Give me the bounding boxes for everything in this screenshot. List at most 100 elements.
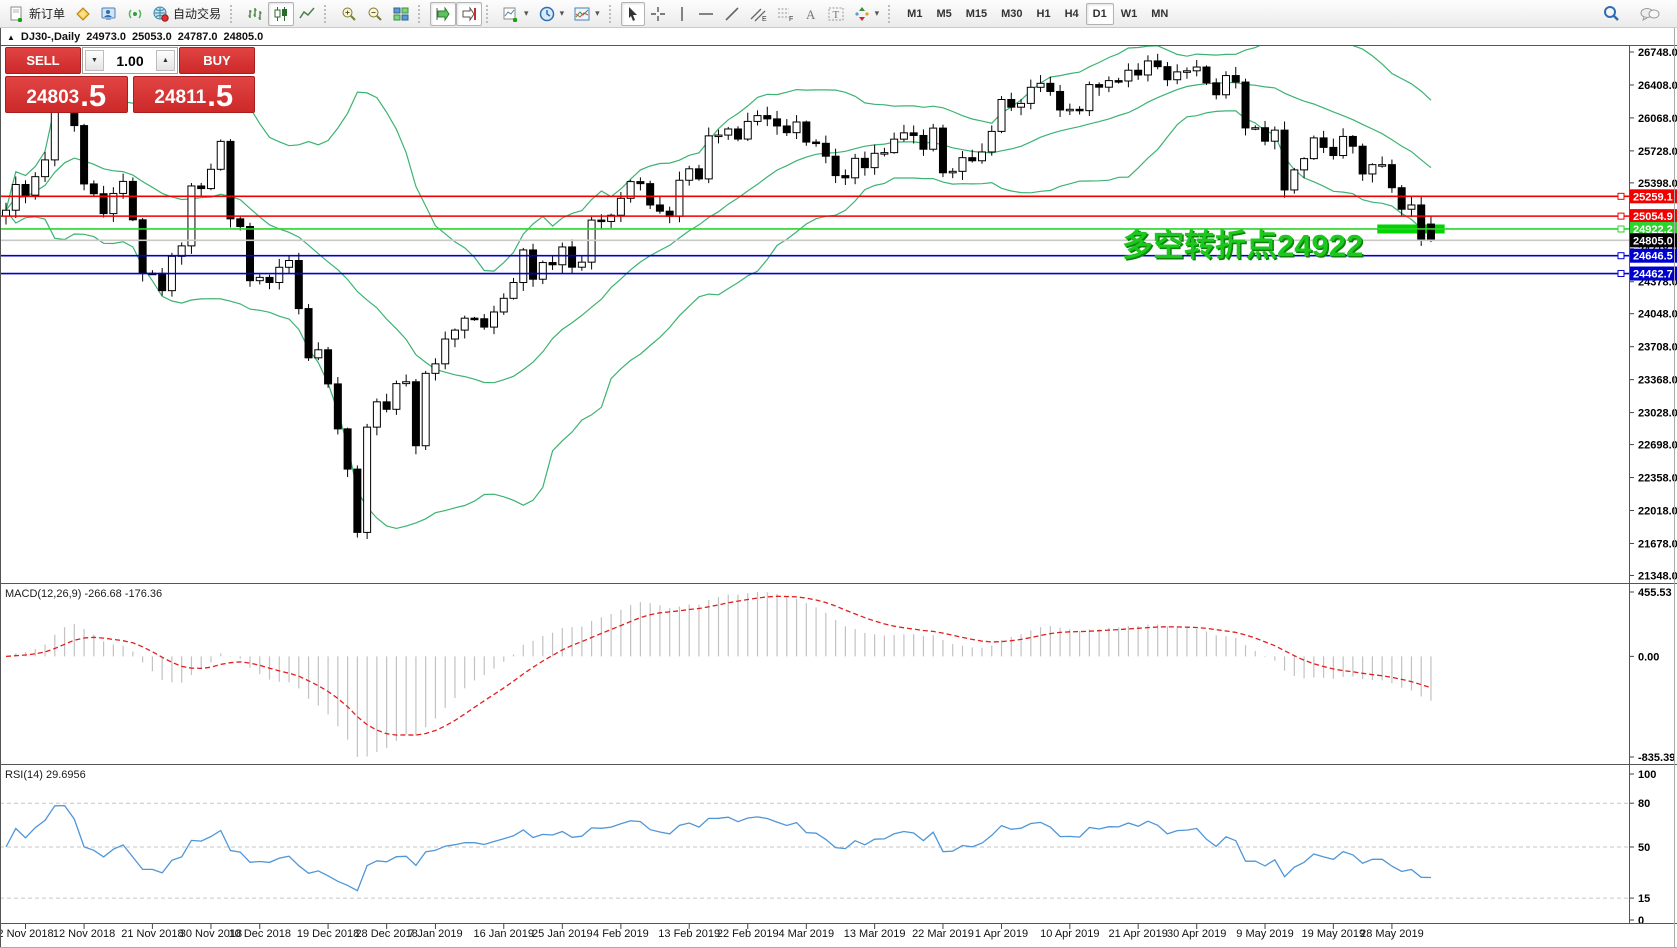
zoom-out-button[interactable] [362, 2, 388, 26]
buy-price-button[interactable]: 24811 .5 [132, 76, 255, 113]
bollinger-lower-band [5, 110, 1432, 530]
price-tick-label: 26748.0 [1638, 47, 1677, 59]
volume-decrease-button[interactable]: ▼ [85, 50, 104, 71]
horizontal-line-button[interactable] [693, 2, 719, 26]
periods-button[interactable]: ▾ [534, 2, 570, 26]
bar-chart-icon [248, 7, 262, 20]
sell-price-button[interactable]: 24803 .5 [5, 76, 128, 113]
timeframe-button-W1[interactable]: W1 [1114, 3, 1145, 25]
signal-button[interactable] [122, 2, 148, 26]
collapse-triangle-icon[interactable]: ▲ [7, 32, 15, 42]
candle [948, 170, 957, 174]
candle [119, 180, 128, 194]
indicators-button[interactable]: ▾ [498, 2, 534, 26]
timeframe-button-M1[interactable]: M1 [900, 3, 929, 25]
timeframe-button-H4[interactable]: H4 [1058, 3, 1086, 25]
crosshair-button[interactable] [645, 2, 671, 26]
candle [285, 260, 294, 268]
cursor-button[interactable] [620, 1, 645, 26]
date-tick-label: 30 Apr 2019 [1167, 928, 1226, 940]
date-tick-label: 16 Jan 2019 [473, 928, 534, 940]
dropdown-caret: ▾ [595, 8, 600, 18]
candle [431, 363, 440, 374]
timeframe-button-M30[interactable]: M30 [994, 3, 1029, 25]
candle [1017, 102, 1026, 108]
channel-button[interactable]: E [745, 2, 772, 26]
candle [411, 381, 420, 447]
date-tick-label: 22 Mar 2019 [912, 928, 974, 940]
svg-text:F: F [789, 16, 793, 22]
fibonacci-button[interactable]: F [772, 2, 799, 26]
candle [353, 468, 362, 533]
macd-pane: 455.53 0.00 -835.39 [5, 587, 1675, 764]
toolbar-group-orders: 新订单 自动交易 [2, 0, 228, 27]
new-order-icon [10, 6, 22, 22]
candles [2, 53, 1435, 539]
price-tag [1630, 189, 1677, 204]
zoom-in-button[interactable] [336, 2, 362, 26]
candle [802, 121, 811, 143]
candle [1319, 137, 1328, 148]
timeframe-button-MN[interactable]: MN [1144, 3, 1175, 25]
buy-button[interactable]: BUY [179, 47, 255, 74]
chart-shift-button[interactable] [456, 1, 483, 26]
volume-increase-button[interactable]: ▲ [156, 50, 175, 71]
line-handle[interactable] [1617, 225, 1625, 233]
templates-button[interactable]: ▾ [569, 2, 605, 26]
timeframe-button-D1[interactable]: D1 [1085, 2, 1114, 25]
candle [1182, 70, 1191, 73]
candle [997, 99, 1006, 132]
trendline-button[interactable] [719, 2, 745, 26]
chat-button[interactable] [1635, 2, 1665, 26]
candle [128, 180, 137, 221]
line-chart-icon [299, 7, 315, 18]
sell-price-main: 24803 [26, 87, 80, 109]
candle [1114, 80, 1123, 83]
text-label-button[interactable]: T [823, 2, 849, 26]
volume-input[interactable]: 1.00 [116, 52, 144, 69]
chart-window: 26748.026408.026068.025728.025398.025058… [0, 28, 1677, 948]
price-tick-label: 24048.0 [1638, 309, 1677, 321]
date-tick-label: 21 Apr 2019 [1108, 928, 1167, 940]
vertical-line-button[interactable] [671, 2, 693, 26]
candle [1173, 71, 1182, 81]
bar-chart-button[interactable] [242, 2, 268, 26]
search-button[interactable] [1598, 2, 1625, 26]
candle [1270, 129, 1279, 142]
candle [929, 127, 938, 150]
auto-scroll-button[interactable] [430, 1, 457, 26]
candle [197, 185, 206, 190]
candle [1339, 135, 1348, 157]
line-handle[interactable] [1617, 270, 1625, 278]
candle [1290, 169, 1299, 191]
macd-tick-label: 0.00 [1638, 651, 1659, 663]
new-order-button[interactable]: 新订单 [4, 2, 70, 26]
profile-button[interactable] [96, 2, 122, 26]
line-handle[interactable] [1617, 252, 1625, 260]
candlestick-chart-button[interactable] [268, 1, 295, 26]
text-button[interactable]: A [799, 2, 823, 26]
date-tick-label: 4 Feb 2019 [593, 928, 649, 940]
line-handle[interactable] [1617, 192, 1625, 200]
horizontal-line-icon [698, 12, 713, 15]
line-chart-button[interactable] [294, 2, 320, 26]
timeframe-button-M5[interactable]: M5 [929, 3, 958, 25]
auto-trading-button[interactable]: 自动交易 [148, 2, 226, 26]
candle [304, 308, 313, 359]
date-tick-label: 2 Nov 2018 [0, 928, 54, 940]
tile-windows-button[interactable] [388, 2, 414, 26]
broadcast-icon [128, 9, 142, 18]
arrows-button[interactable]: ▾ [849, 2, 885, 26]
timeframe-button-H1[interactable]: H1 [1030, 3, 1058, 25]
rsi-tick-label: 100 [1638, 769, 1656, 781]
sell-price-fraction: .5 [80, 78, 107, 114]
price-tick-label: 22018.0 [1638, 505, 1677, 517]
gold-button[interactable] [70, 2, 96, 26]
date-tick-label: 10 Dec 2018 [229, 928, 291, 940]
candle [11, 184, 20, 211]
timeframe-button-M15[interactable]: M15 [959, 3, 994, 25]
sell-button[interactable]: SELL [5, 47, 81, 74]
candle [597, 219, 606, 223]
line-handle[interactable] [1617, 212, 1625, 220]
candle [812, 141, 821, 145]
